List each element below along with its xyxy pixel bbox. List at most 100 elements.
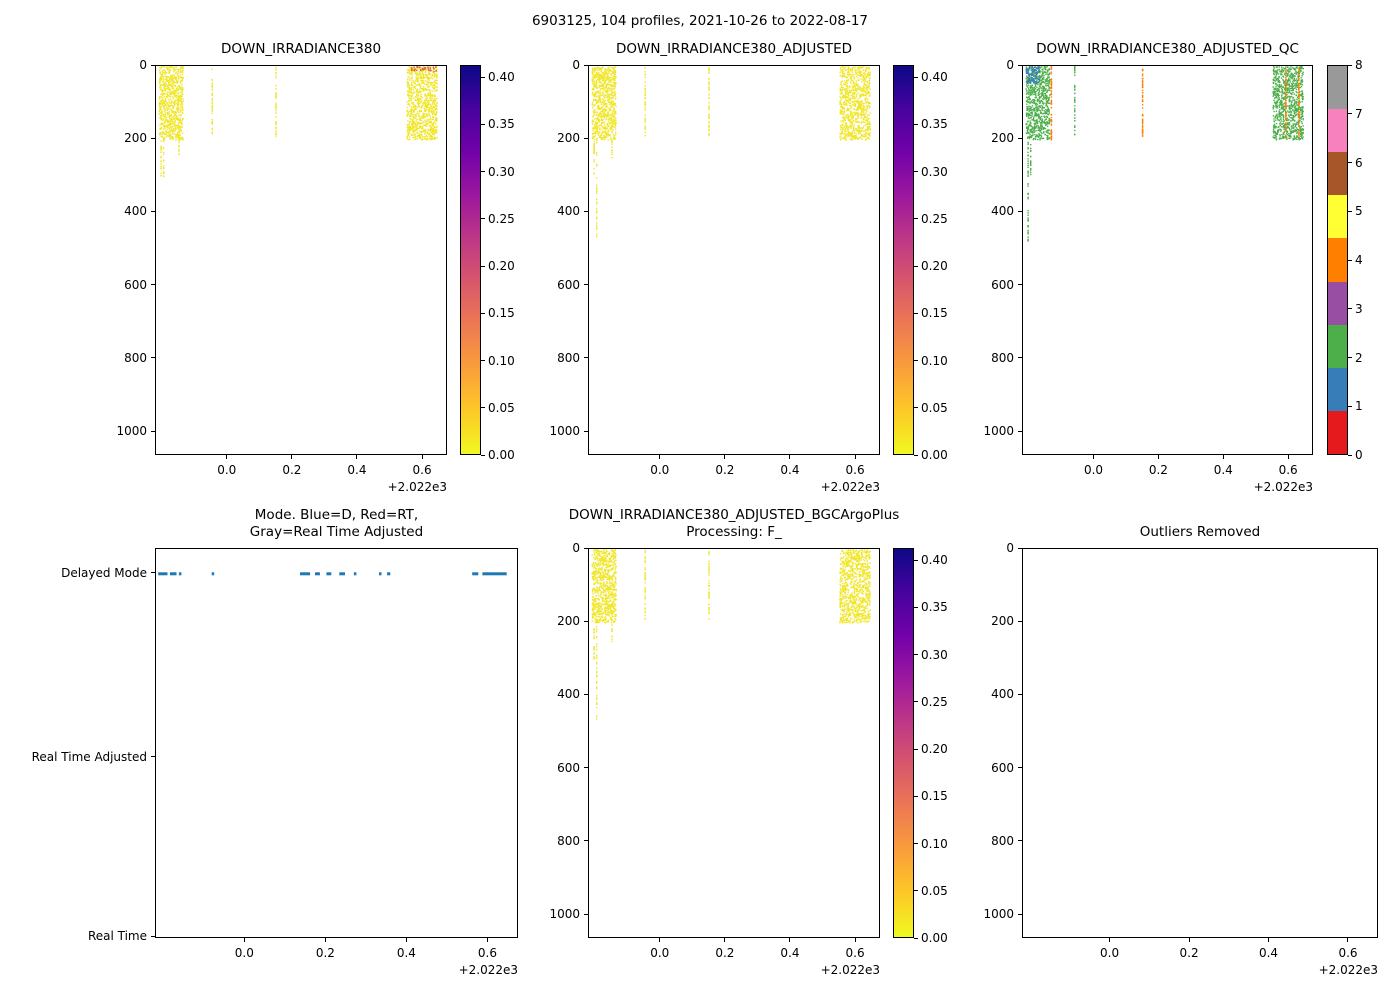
y-tick-mark [584, 767, 588, 769]
x-tick-label: 0.0 [1100, 946, 1120, 960]
colorbar-tick-mark [914, 454, 918, 456]
colorbar-tick-label: 0.40 [921, 70, 948, 85]
y-tick-label: 0 [1006, 58, 1014, 72]
colorbar-tick-mark [914, 937, 918, 939]
x-tick-label: 0.2 [715, 463, 735, 477]
colorbar-tick-label: 0.20 [921, 742, 948, 757]
x-tick-mark [854, 938, 856, 942]
colorbar-tick-mark [1348, 210, 1352, 212]
x-tick-mark [724, 455, 726, 459]
colorbar-tick-mark [914, 407, 918, 409]
x-tick-label: 0.4 [780, 946, 800, 960]
colorbar-segment [1328, 66, 1347, 110]
x-offset-label: +2.022e3 [387, 480, 447, 494]
colorbar-tick-mark [914, 360, 918, 362]
colorbar-tick-label: 0.10 [488, 353, 515, 368]
axis-box [588, 65, 880, 455]
y-tick-mark [584, 284, 588, 286]
y-tick-label: 0 [572, 541, 580, 555]
colorbar-tick-mark [1348, 259, 1352, 261]
colorbar-tick-mark [914, 701, 918, 703]
colorbar-tick-label: 8 [1355, 58, 1363, 72]
colorbar-tick-mark [1348, 357, 1352, 358]
colorbar-tick-label: 0.10 [921, 353, 948, 368]
x-tick-mark [1347, 938, 1349, 942]
colorbar-tick-label: 0.25 [488, 211, 515, 226]
x-tick-mark [854, 455, 856, 459]
x-tick-mark [226, 455, 228, 459]
x-offset-label: +2.022e3 [820, 480, 880, 494]
x-tick-label: 0.2 [715, 946, 735, 960]
colorbar-tick-label: 3 [1355, 301, 1363, 316]
y-tick-mark [584, 137, 588, 139]
colorbar-tick-mark [481, 360, 485, 362]
y-tick-mark [1018, 284, 1022, 286]
colorbar-tick-label: 6 [1355, 155, 1363, 170]
colorbar-tick-mark [914, 654, 918, 656]
x-offset-label: +2.022e3 [1253, 480, 1313, 494]
y-tick-label: 400 [991, 204, 1014, 219]
colorbar-tick-label: 0.05 [921, 400, 948, 415]
y-tick-mark [1018, 137, 1022, 139]
panel-title: DOWN_IRRADIANCE380_ADJUSTED_BGCArgoPlus P… [474, 507, 994, 541]
x-tick-mark [486, 938, 488, 942]
colorbar-tick-label: 0.35 [488, 117, 515, 132]
y-tick-mark [1018, 547, 1022, 549]
scatter-layer [1025, 66, 1304, 242]
y-tick-mark [1018, 210, 1022, 212]
x-tick-label: 0.0 [650, 946, 670, 960]
panel-title: DOWN_IRRADIANCE380_ADJUSTED_QC [908, 41, 1400, 58]
colorbar-tick-label: 0.00 [921, 448, 948, 462]
x-tick-label: 0.0 [1083, 463, 1104, 477]
x-tick-label: 0.6 [1278, 463, 1298, 477]
y-tick-mark [151, 284, 155, 286]
x-tick-label: 0.2 [1148, 463, 1168, 477]
x-tick-mark [1268, 938, 1270, 942]
colorbar-tick-mark [481, 407, 485, 409]
y-tick-label: 600 [557, 760, 580, 775]
colorbar-segment [1328, 410, 1347, 454]
y-tick-label: 200 [124, 131, 147, 146]
y-tick-label: 200 [991, 614, 1014, 629]
x-tick-label: 0.6 [1338, 946, 1358, 960]
x-tick-mark [243, 938, 245, 942]
colorbar-tick-label: 0.35 [921, 117, 948, 132]
colorbar-tick-mark [1348, 162, 1352, 163]
colorbar-tick-label: 0.20 [921, 259, 948, 274]
colorbar-segment [1328, 195, 1347, 240]
y-tick-label: 800 [557, 350, 580, 365]
x-tick-mark [1157, 455, 1159, 459]
y-tick-label: 0 [1006, 541, 1014, 555]
y-tick-label: 400 [557, 687, 580, 702]
colorbar [893, 548, 914, 938]
y-tick-label: 1000 [116, 424, 147, 439]
y-tick-label: 200 [557, 131, 580, 146]
colorbar-tick-mark [914, 76, 918, 78]
y-tick-label: 200 [991, 131, 1014, 146]
colorbar-tick-mark [481, 265, 485, 267]
y-tick-mark [584, 357, 588, 359]
scatter-layer [1023, 549, 1377, 937]
x-tick-label: 0.4 [347, 463, 367, 477]
axis-box [588, 548, 880, 938]
colorbar-tick-label: 0 [1355, 448, 1363, 462]
y-tick-label: 800 [124, 350, 147, 365]
colorbar-tick-mark [914, 312, 918, 314]
y-tick-mark [1018, 840, 1022, 842]
colorbar-tick-label: 0.25 [921, 211, 948, 226]
x-tick-mark [324, 938, 326, 942]
colorbar-tick-label: 0.30 [921, 647, 948, 662]
x-tick-mark [405, 938, 407, 942]
colorbar-tick-label: 7 [1355, 106, 1363, 121]
y-tick-label: 1000 [983, 424, 1014, 439]
x-tick-mark [356, 455, 358, 459]
y-tick-mark [151, 357, 155, 359]
x-tick-mark [421, 455, 423, 459]
panel-title: Mode. Blue=D, Red=RT, Gray=Real Time Adju… [77, 507, 597, 541]
y-tick-label: 1000 [549, 907, 580, 922]
y-tick-mark [151, 935, 155, 937]
y-tick-label: 1000 [549, 424, 580, 439]
y-tick-label: 400 [557, 204, 580, 219]
x-tick-label: 0.4 [396, 946, 416, 960]
